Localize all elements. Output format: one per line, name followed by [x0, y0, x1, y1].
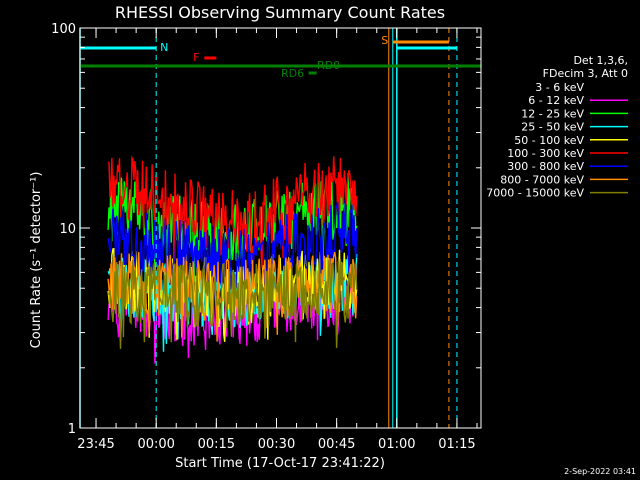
x-tick-label: 01:00 [378, 437, 415, 452]
legend-label: 50 - 100 keV [514, 134, 584, 147]
x-tick-label: 23:45 [77, 437, 114, 452]
x-axis: 23:45 00:00 00:15 00:30 00:45 01:00 01:15 [77, 28, 478, 452]
f-marker-label: F [193, 51, 199, 64]
n-marker-label: N [160, 41, 168, 54]
x-tick-label: 00:45 [318, 437, 355, 452]
series-line [107, 117, 358, 170]
legend-header-line-1: Det 1,3,6, [573, 54, 628, 67]
x-tick-label: 00:15 [198, 437, 235, 452]
x-axis-label: Start Time (17-Oct-17 23:41:22) [175, 456, 385, 471]
y-axis-label: Count Rate (s⁻¹ detector⁻¹) [29, 172, 44, 349]
y-tick-label: 10 [59, 222, 76, 237]
chart-title: RHESSI Observing Summary Count Rates [115, 3, 445, 22]
date-stamp: 2-Sep-2022 03:41 [564, 467, 636, 476]
s-marker-label: S [381, 34, 388, 47]
y-tick-label: 1 [68, 422, 76, 437]
legend-label: 100 - 300 keV [507, 147, 584, 160]
x-tick-label: 00:00 [137, 437, 174, 452]
series-line [107, 200, 358, 300]
legend-label: 12 - 25 keV [521, 107, 584, 120]
series-line [107, 259, 358, 349]
y-tick-label: 100 [51, 22, 76, 37]
x-tick-label: 01:15 [438, 437, 475, 452]
legend-label: 25 - 50 keV [521, 121, 584, 134]
plot-area [107, 117, 358, 364]
rd6-marker-label: RD6 [281, 67, 304, 80]
x-tick-label: 00:30 [258, 437, 295, 452]
legend-label: 7000 - 15000 keV [486, 187, 584, 200]
legend-label: 800 - 7000 keV [500, 173, 584, 186]
legend-label: 300 - 800 keV [507, 160, 584, 173]
legend-header-line-2: FDecim 3, Att 0 [543, 67, 628, 80]
y-axis: 1 10 100 [51, 22, 481, 437]
legend-label: 3 - 6 keV [535, 81, 584, 94]
legend-label: 6 - 12 keV [528, 94, 584, 107]
rd0-marker-label: RD0 [317, 59, 340, 72]
series-line [107, 155, 358, 268]
